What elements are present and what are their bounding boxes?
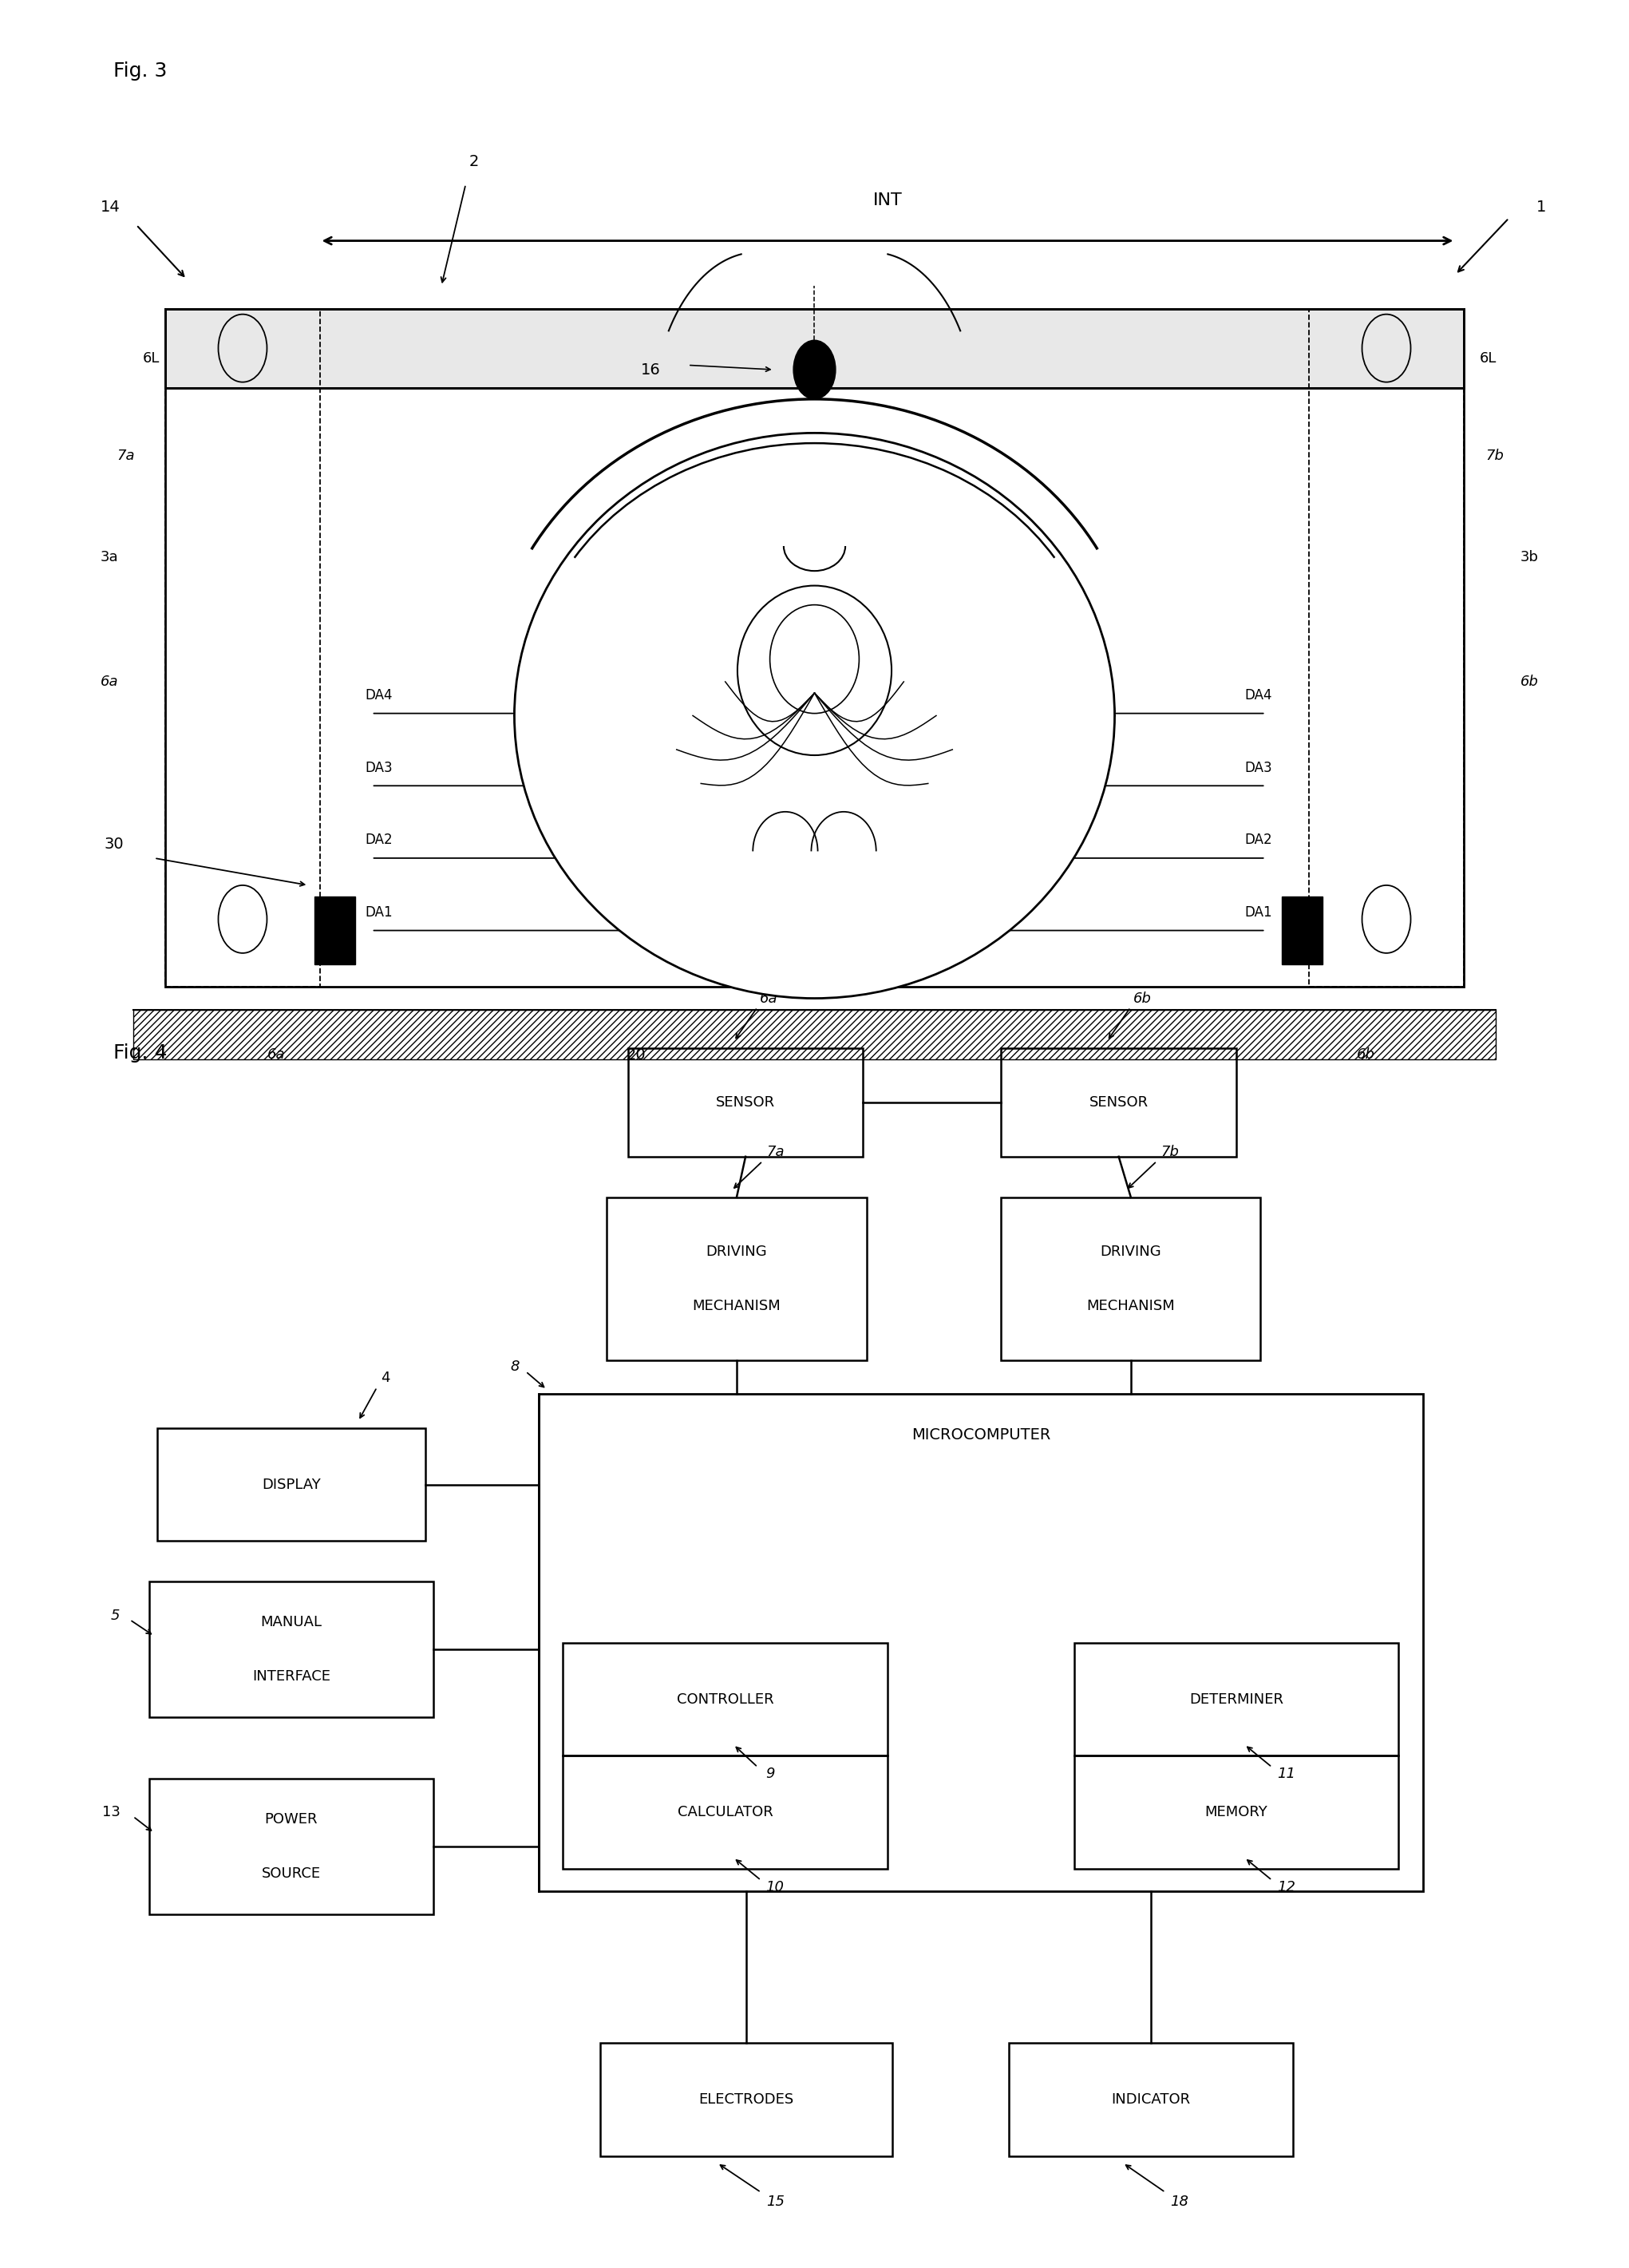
Ellipse shape — [738, 585, 891, 755]
Text: 7a: 7a — [767, 1145, 785, 1159]
Text: DA2: DA2 — [1245, 832, 1272, 848]
Text: 6b: 6b — [1357, 1048, 1375, 1061]
Text: DA4: DA4 — [365, 687, 393, 703]
Text: 15: 15 — [766, 2193, 785, 2209]
Text: 16: 16 — [640, 363, 660, 376]
Bar — [564, 1755, 888, 1869]
Text: Fig. 4: Fig. 4 — [114, 1043, 168, 1061]
Text: INT: INT — [873, 193, 902, 209]
Text: 6a: 6a — [761, 991, 779, 1005]
Text: DRIVING: DRIVING — [1100, 1245, 1161, 1259]
Bar — [166, 308, 1463, 987]
Text: 7a: 7a — [117, 449, 135, 463]
Bar — [150, 1581, 433, 1717]
Bar — [1282, 896, 1323, 964]
Ellipse shape — [515, 433, 1114, 998]
Bar — [166, 308, 319, 987]
Text: 6L: 6L — [1479, 352, 1497, 365]
Text: 7b: 7b — [1161, 1145, 1179, 1159]
Text: 5: 5 — [111, 1608, 121, 1624]
Text: DA2: DA2 — [365, 832, 393, 848]
Bar — [1002, 1048, 1236, 1157]
Text: CONTROLLER: CONTROLLER — [676, 1692, 774, 1706]
Text: 6b: 6b — [1134, 991, 1152, 1005]
Text: MECHANISM: MECHANISM — [692, 1300, 780, 1313]
Text: 11: 11 — [1277, 1767, 1295, 1780]
Text: 12: 12 — [1277, 1880, 1295, 1894]
Text: 20: 20 — [626, 1048, 645, 1061]
Text: DA3: DA3 — [365, 760, 393, 776]
Text: 14: 14 — [101, 200, 121, 215]
Text: N: N — [839, 719, 850, 735]
Text: 6a: 6a — [267, 1048, 285, 1061]
Text: ELECTRODES: ELECTRODES — [699, 2093, 793, 2107]
Bar — [601, 2043, 893, 2157]
Text: DISPLAY: DISPLAY — [262, 1476, 321, 1492]
Text: CALCULATOR: CALCULATOR — [678, 1805, 774, 1819]
Text: SENSOR: SENSOR — [717, 1095, 775, 1109]
Text: 3b: 3b — [1520, 551, 1538, 565]
Text: INTERFACE: INTERFACE — [252, 1669, 331, 1683]
Ellipse shape — [771, 606, 858, 714]
Text: DA1: DA1 — [1245, 905, 1272, 919]
Text: 4: 4 — [381, 1372, 389, 1386]
Text: 30: 30 — [104, 837, 124, 853]
Bar — [134, 1009, 1495, 1059]
Bar — [314, 896, 355, 964]
Text: 9: 9 — [766, 1767, 775, 1780]
Bar — [1010, 2043, 1293, 2157]
Text: 7b: 7b — [1486, 449, 1504, 463]
Text: 2: 2 — [469, 154, 479, 170]
Bar — [150, 1778, 433, 1914]
Bar — [1074, 1755, 1399, 1869]
Text: MANUAL: MANUAL — [261, 1615, 323, 1631]
Bar — [627, 1048, 863, 1157]
Text: DA4: DA4 — [1245, 687, 1272, 703]
Bar — [166, 308, 1463, 388]
Bar — [1002, 1198, 1261, 1361]
Bar — [539, 1395, 1422, 1892]
Text: SENSOR: SENSOR — [1090, 1095, 1148, 1109]
Text: 18: 18 — [1170, 2193, 1189, 2209]
Bar — [608, 1198, 867, 1361]
Text: Fig. 3: Fig. 3 — [114, 61, 168, 82]
Bar — [166, 308, 1463, 388]
Text: 3a: 3a — [101, 551, 119, 565]
Text: MICROCOMPUTER: MICROCOMPUTER — [911, 1427, 1051, 1442]
Text: 10: 10 — [766, 1880, 784, 1894]
Text: 6b: 6b — [1520, 674, 1538, 689]
Text: DETERMINER: DETERMINER — [1189, 1692, 1284, 1706]
Text: 6a: 6a — [101, 674, 119, 689]
Text: 1: 1 — [1536, 200, 1546, 215]
Text: MECHANISM: MECHANISM — [1087, 1300, 1175, 1313]
Text: POWER: POWER — [266, 1812, 318, 1826]
Text: 13: 13 — [103, 1805, 121, 1819]
Text: 8: 8 — [510, 1361, 520, 1374]
Text: 15: 15 — [754, 719, 774, 735]
Bar — [564, 1642, 888, 1755]
Circle shape — [793, 340, 836, 399]
Bar — [158, 1429, 425, 1540]
Bar — [1074, 1642, 1399, 1755]
Text: DA3: DA3 — [1245, 760, 1272, 776]
Bar — [1310, 308, 1463, 987]
Text: DRIVING: DRIVING — [705, 1245, 767, 1259]
Text: 6L: 6L — [143, 352, 160, 365]
Text: MEMORY: MEMORY — [1205, 1805, 1267, 1819]
Text: INDICATOR: INDICATOR — [1111, 2093, 1191, 2107]
Text: SOURCE: SOURCE — [262, 1867, 321, 1880]
Text: DA1: DA1 — [365, 905, 393, 919]
